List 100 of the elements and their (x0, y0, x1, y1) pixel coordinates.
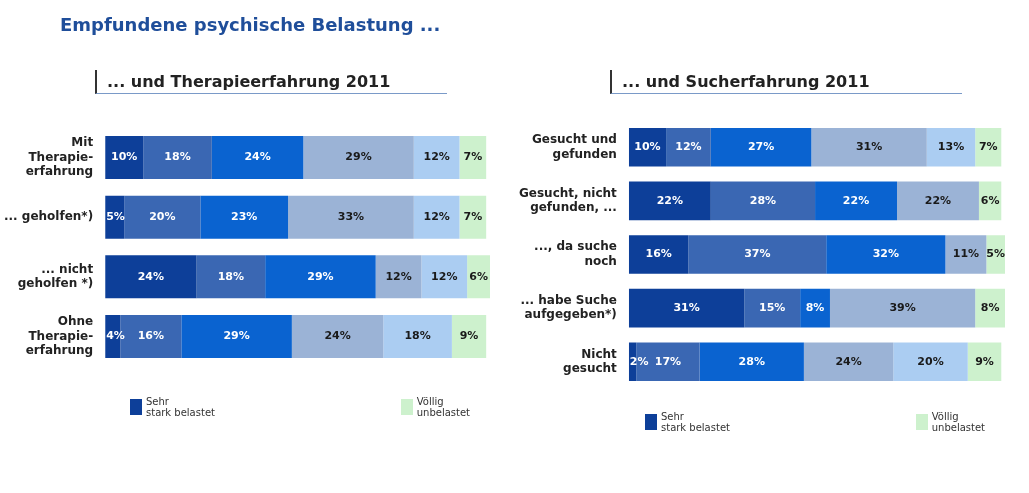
bar (699, 342, 804, 382)
bar (303, 135, 414, 179)
bar (413, 135, 460, 179)
y-tick-label: Gesucht und gefunden (531, 132, 617, 161)
data-label: 33% (337, 210, 365, 224)
bar (688, 235, 827, 274)
data-label: 13% (937, 140, 965, 154)
data-label: 24% (137, 269, 165, 283)
bar (413, 195, 460, 239)
data-label: 23% (231, 210, 258, 224)
y-tick-label: Gesucht, nicht gefunden, ... (518, 185, 618, 215)
legend-label: Völlig unbelastet (416, 396, 470, 418)
data-label: 12% (431, 269, 458, 283)
bar (451, 315, 487, 359)
bar (628, 288, 745, 328)
data-label: 20% (917, 354, 944, 368)
bar (967, 342, 1002, 382)
data-label: 9% (975, 354, 994, 368)
bar (181, 315, 292, 359)
y-tick-label: ... habe Suche aufgegeben*) (520, 293, 617, 322)
bar (383, 315, 452, 359)
bar (893, 342, 968, 382)
data-label: 16% (645, 247, 672, 261)
bar (666, 127, 711, 167)
bar (124, 195, 201, 239)
data-label: 10% (634, 140, 661, 154)
data-label: 7% (978, 140, 998, 154)
chart-title: Empfundene psychische Belastung ... (60, 14, 441, 35)
bar (265, 255, 376, 299)
bar (628, 127, 667, 167)
data-label: 12% (385, 269, 412, 283)
bar (829, 288, 976, 328)
bar (710, 127, 812, 167)
bar (200, 195, 289, 239)
data-label: 4% (106, 329, 125, 343)
legend-label: Völlig unbelastet (931, 411, 985, 433)
data-label: 12% (675, 140, 702, 154)
data-label: 8% (980, 301, 1000, 314)
data-label: 29% (223, 329, 250, 343)
y-tick-label: Nicht gesucht (563, 346, 618, 376)
bar (710, 181, 816, 221)
bar (421, 255, 468, 299)
data-label: 24% (244, 150, 271, 164)
y-tick-label: Ohne Therapie- erfahrung (25, 314, 94, 358)
data-label: 8% (805, 301, 825, 314)
bar (291, 315, 384, 359)
data-label: 10% (111, 150, 138, 164)
data-label: 17% (654, 354, 682, 368)
y-tick-label: ... geholfen*) (3, 209, 94, 224)
y-tick-label: ..., da suche noch (534, 239, 617, 268)
data-label: 29% (307, 269, 334, 283)
data-label: 6% (469, 269, 488, 283)
bar (375, 255, 422, 299)
bar (815, 181, 897, 221)
y-tick-label: Mit Therapie- erfahrung (25, 135, 94, 178)
data-label: 29% (345, 150, 372, 164)
bar (744, 288, 801, 328)
data-label: 16% (137, 329, 165, 343)
bar (811, 127, 927, 167)
data-label: 31% (855, 140, 883, 154)
data-label: 12% (423, 210, 450, 224)
bar (143, 135, 212, 179)
data-label: 24% (835, 354, 862, 368)
data-label: 7% (463, 210, 483, 224)
data-label: 15% (759, 301, 786, 314)
data-label: 28% (738, 354, 765, 368)
bar (826, 235, 946, 274)
data-label: 20% (149, 210, 176, 224)
legend-label: Sehr stark belastet (661, 411, 730, 433)
chart-subtitle: ... und Therapieerfahrung 2011 (95, 70, 447, 94)
data-label: 5% (106, 210, 125, 224)
data-label: 18% (404, 329, 431, 343)
data-label: 9% (459, 329, 479, 343)
data-label: 5% (986, 247, 1006, 261)
data-label: 18% (164, 150, 191, 164)
bar (803, 342, 894, 382)
y-tick-label: ... nicht geholfen *) (17, 261, 94, 291)
bar (288, 195, 414, 239)
bar (945, 235, 987, 274)
bar (628, 181, 711, 221)
bar (926, 127, 976, 167)
bar (105, 255, 197, 299)
data-label: 39% (889, 301, 916, 314)
data-label: 18% (217, 269, 245, 283)
data-label: 7% (463, 150, 483, 164)
data-label: 32% (872, 247, 899, 261)
data-label: 24% (324, 329, 351, 343)
data-label: 22% (924, 193, 952, 207)
data-label: 37% (744, 247, 771, 261)
legend-label: Sehr stark belastet (146, 396, 215, 418)
data-label: 31% (673, 301, 700, 314)
data-label: 6% (980, 193, 1000, 207)
data-label: 2% (629, 354, 649, 368)
chart-subtitle: ... und Sucherfahrung 2011 (610, 70, 962, 94)
data-label: 28% (749, 193, 777, 207)
data-label: 12% (423, 150, 450, 164)
data-label: 22% (842, 193, 870, 207)
bar (211, 135, 304, 179)
data-label: 27% (747, 140, 775, 154)
data-label: 22% (656, 193, 683, 207)
